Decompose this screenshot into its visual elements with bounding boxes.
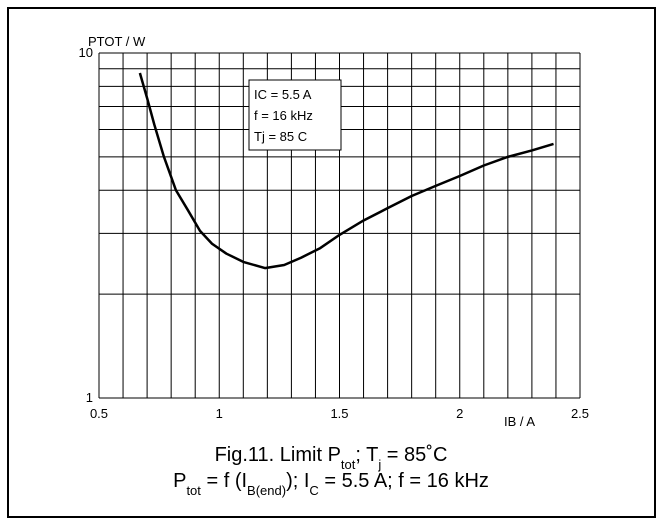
caption: Fig.11. Limit Ptot; Tj = 85˚C [215, 444, 448, 472]
caption: Ptot = f (IB(end)); IC = 5.5 A; f = 16 k… [173, 470, 489, 498]
annotation: f = 16 kHz [254, 108, 313, 123]
x-tick-label: 2.5 [571, 406, 589, 421]
x-tick-label: 1 [216, 406, 223, 421]
caption-part: B(end) [247, 483, 286, 498]
annotation: Tj = 85 C [254, 129, 307, 144]
caption-part: tot [341, 457, 356, 472]
caption-part: = 85˚C [381, 444, 447, 466]
annotation: IC = 5.5 A [254, 87, 312, 102]
caption-part: j [377, 457, 381, 472]
x-tick-label: 0.5 [90, 406, 108, 421]
y-tick-label: 10 [79, 45, 93, 60]
x-axis-label: IB / A [504, 414, 535, 429]
y-axis-label: PTOT / W [88, 34, 146, 49]
caption-part: = 5.5 A; f = 16 kHz [319, 470, 489, 492]
caption-part: ; T [355, 444, 378, 466]
y-tick-label: 1 [86, 390, 93, 405]
x-tick-label: 2 [456, 406, 463, 421]
annotation-box [248, 79, 342, 151]
caption-part: tot [186, 483, 201, 498]
data-line [138, 72, 554, 270]
x-tick-label: 1.5 [330, 406, 348, 421]
caption-part: = f (I [201, 470, 247, 492]
caption-part: Fig.11. Limit P [215, 444, 341, 466]
caption-part: C [309, 483, 318, 498]
frame [7, 7, 656, 518]
caption-part: P [173, 470, 186, 492]
caption-part: ); I [286, 470, 309, 492]
